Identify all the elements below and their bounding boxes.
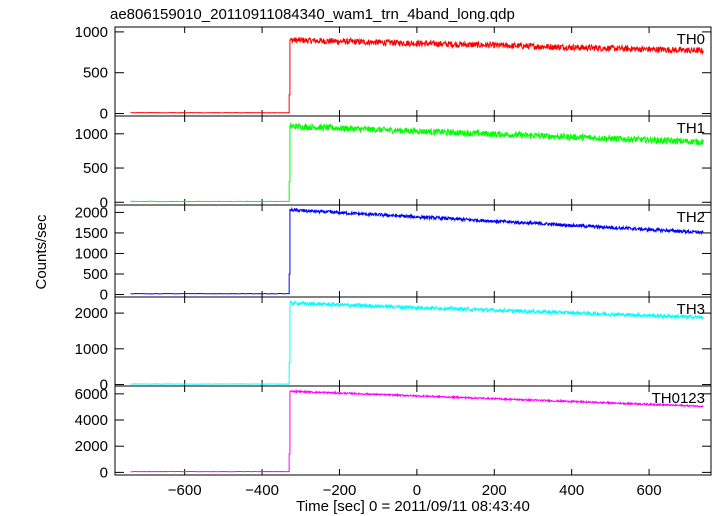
x-tick-label: −600 (168, 482, 202, 499)
panel-label: TH1 (677, 120, 705, 137)
chart-title: ae806159010_20110911084340_wam1_trn_4ban… (110, 6, 515, 23)
series-line-th1 (130, 121, 704, 203)
y-tick-label: 0 (100, 194, 108, 211)
y-tick-label: 0 (100, 377, 108, 394)
y-tick-label: 500 (83, 65, 108, 82)
x-tick-label: 600 (637, 482, 662, 499)
x-tick-label: 0 (413, 482, 421, 499)
y-tick-label: 500 (83, 266, 108, 283)
panel-frame (114, 296, 712, 387)
y-tick-label: 0 (100, 287, 108, 304)
x-tick-label: 400 (559, 482, 584, 499)
y-tick-label: 1000 (75, 341, 108, 358)
x-tick-label: −400 (245, 482, 279, 499)
panel-th3: 0 1000 2000 TH3 (75, 296, 712, 394)
series-line-th2 (130, 206, 704, 295)
panel-label: TH0123 (652, 390, 705, 407)
y-tick-label: 0 (100, 464, 108, 481)
y-tick-label: 2000 (75, 204, 108, 221)
x-axis-label: Time [sec] 0 = 2011/09/11 08:43:40 (296, 498, 530, 515)
panel-th0: 0 500 1000 TH0 (75, 24, 712, 123)
panel-label: TH2 (677, 209, 705, 226)
panel-label: TH0 (677, 31, 705, 48)
panel-th2: 0 500 1000 1500 2000 TH2 (75, 204, 712, 304)
y-axis-label: Counts/sec (33, 214, 50, 290)
y-tick-label: 2000 (75, 305, 108, 322)
panel-frame (114, 204, 712, 298)
y-tick-label: 6000 (75, 386, 108, 403)
y-tick-label: 1000 (75, 126, 108, 143)
panel-th1: 0 500 1000 TH1 (75, 115, 712, 211)
series-line-th0 (130, 36, 704, 114)
x-tick-label: −200 (323, 482, 357, 499)
y-tick-label: 2000 (75, 438, 108, 455)
y-tick-label: 500 (83, 160, 108, 177)
y-tick-label: 1000 (75, 24, 108, 41)
panel-frame (114, 26, 712, 117)
y-tick-label: 1000 (75, 245, 108, 262)
panel-label: TH3 (677, 301, 705, 318)
x-tick-label: 200 (482, 482, 507, 499)
series-line-th3 (130, 300, 704, 385)
series-line-th0123 (130, 389, 704, 473)
panel-frame (114, 385, 712, 476)
y-tick-label: 4000 (75, 412, 108, 429)
panel-th0123: 0 2000 4000 6000 TH0123 (75, 385, 712, 481)
y-tick-label: 1500 (75, 225, 108, 242)
y-tick-label: 0 (100, 106, 108, 123)
